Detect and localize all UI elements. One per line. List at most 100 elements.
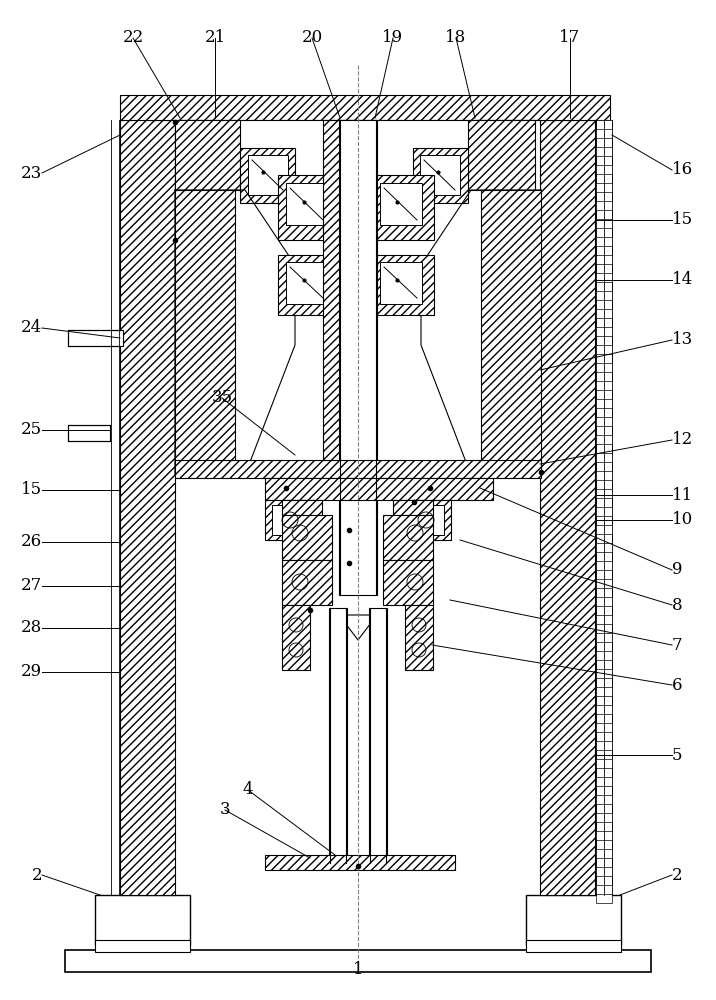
Bar [286, 183, 328, 225]
Text: 20: 20 [301, 29, 323, 46]
Text: 24: 24 [21, 320, 42, 336]
Bar [596, 534, 612, 543]
Bar [596, 408, 612, 417]
Bar [596, 480, 612, 489]
Bar [596, 462, 612, 471]
Bar [596, 570, 612, 579]
Text: 18: 18 [445, 29, 467, 46]
Bar [413, 148, 468, 203]
Bar [596, 120, 612, 129]
Bar [401, 500, 451, 540]
Bar [596, 714, 612, 723]
Bar [596, 750, 612, 759]
Bar [596, 426, 612, 435]
Bar [68, 330, 123, 346]
Text: 2: 2 [32, 866, 42, 884]
Text: 23: 23 [21, 164, 42, 182]
Text: 28: 28 [21, 619, 42, 637]
Bar [175, 120, 240, 190]
Bar [286, 262, 328, 304]
Bar [540, 120, 595, 895]
Text: 26: 26 [21, 534, 42, 550]
Bar [65, 950, 651, 972]
Bar [596, 210, 612, 219]
Bar [596, 174, 612, 183]
Bar [596, 516, 612, 525]
Bar [282, 515, 332, 560]
Bar [596, 804, 612, 813]
Bar [323, 120, 358, 475]
Bar [596, 444, 612, 453]
Text: 13: 13 [672, 332, 693, 349]
Text: 35: 35 [211, 389, 233, 406]
Bar [526, 895, 621, 945]
Bar [596, 228, 612, 237]
Text: 19: 19 [382, 29, 404, 46]
Bar [240, 148, 295, 203]
Text: 11: 11 [672, 487, 693, 504]
Bar [354, 120, 362, 475]
Bar [596, 192, 612, 201]
Text: 15: 15 [21, 482, 42, 498]
Text: 29: 29 [21, 664, 42, 680]
Bar [596, 282, 612, 291]
Bar [596, 858, 612, 867]
Text: 21: 21 [204, 29, 226, 46]
Text: 25: 25 [21, 422, 42, 438]
Bar [369, 608, 387, 863]
Text: 9: 9 [672, 562, 682, 578]
Text: 15: 15 [672, 212, 693, 229]
Bar [596, 732, 612, 741]
Bar [383, 560, 433, 605]
Bar [596, 318, 612, 327]
Bar [175, 190, 235, 475]
Bar [68, 425, 110, 441]
Bar [596, 354, 612, 363]
Text: 27: 27 [21, 578, 42, 594]
Text: 1: 1 [353, 962, 363, 978]
Bar [405, 605, 433, 670]
Bar [380, 262, 422, 304]
Bar [526, 940, 621, 952]
Bar [265, 478, 493, 500]
Text: 14: 14 [672, 271, 693, 288]
Text: 17: 17 [559, 29, 581, 46]
Bar [374, 255, 434, 315]
Bar [248, 155, 288, 195]
Text: 5: 5 [672, 746, 682, 764]
Bar [265, 500, 315, 540]
Text: 3: 3 [220, 802, 231, 818]
Text: 6: 6 [672, 676, 682, 694]
Bar [175, 460, 541, 478]
Bar [596, 840, 612, 849]
Text: 12: 12 [672, 432, 693, 448]
Bar [120, 120, 175, 895]
Bar [596, 498, 612, 507]
Bar [596, 876, 612, 885]
Bar [278, 255, 338, 315]
Bar [374, 175, 434, 240]
Bar [339, 120, 377, 595]
Bar [278, 175, 338, 240]
Bar [282, 560, 332, 605]
Bar [596, 642, 612, 651]
Bar [95, 895, 190, 945]
Bar [265, 855, 455, 870]
Bar [596, 660, 612, 669]
Bar [596, 786, 612, 795]
Text: 10: 10 [672, 512, 693, 528]
Bar [596, 264, 612, 273]
Bar [596, 372, 612, 381]
Bar [272, 505, 308, 535]
Bar [383, 515, 433, 560]
Bar [596, 156, 612, 165]
Text: 7: 7 [672, 637, 682, 654]
Bar [596, 822, 612, 831]
Bar [380, 183, 422, 225]
Bar [596, 138, 612, 147]
Bar [468, 120, 535, 190]
Bar [329, 608, 347, 863]
Text: 2: 2 [672, 866, 682, 884]
Bar [596, 588, 612, 597]
Bar [596, 552, 612, 561]
